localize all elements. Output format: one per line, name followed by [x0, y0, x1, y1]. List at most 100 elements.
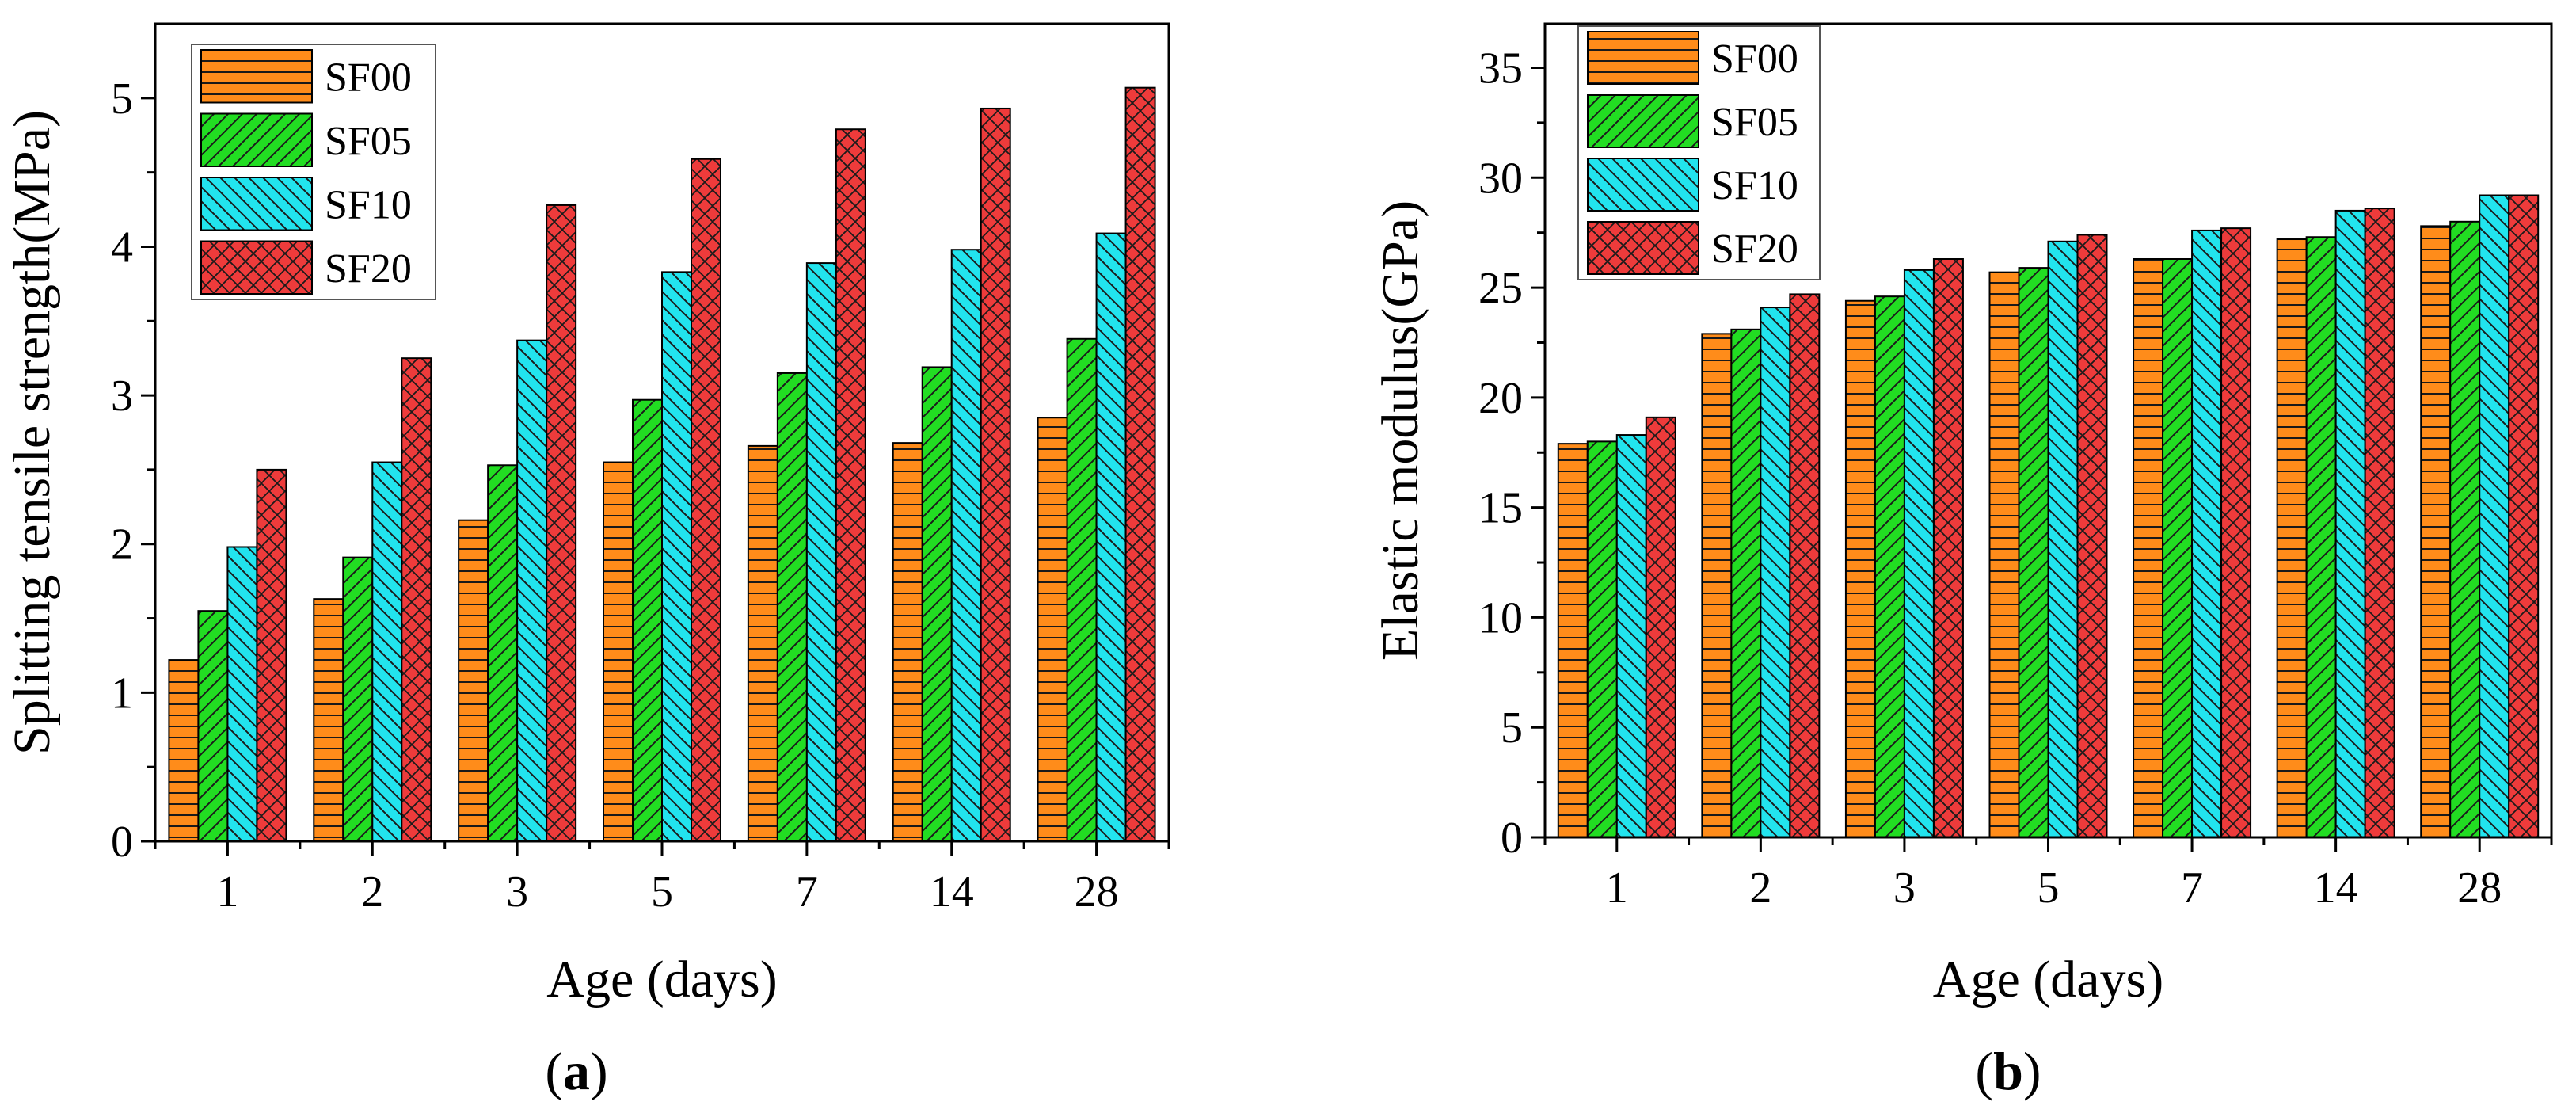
bar-sf05-day-2	[1730, 328, 1762, 838]
bar-sf05-day-28	[1066, 337, 1098, 843]
bar-sf05-day-28	[2449, 220, 2481, 839]
bar-sf00-day-3	[1844, 299, 1876, 839]
bar-sf00-day-28	[2420, 225, 2452, 838]
bar-sf00-day-28	[1037, 417, 1068, 842]
bar-sf00-day-5	[603, 461, 634, 842]
y-axis-title: Splitting tensile strength(MPa)	[3, 110, 61, 755]
y-tick-label: 5	[1501, 703, 1523, 753]
legend-swatch-sf05	[200, 112, 313, 167]
bar-sf05-day-5	[632, 398, 663, 843]
legend-swatch-sf20	[200, 240, 313, 295]
legend-label-sf05: SF05	[1711, 100, 1798, 145]
x-tick-label: 3	[506, 867, 528, 917]
bar-sf00-day-14	[2276, 238, 2308, 838]
x-tick-label: 7	[796, 867, 818, 917]
bar-sf00-day-5	[1988, 271, 2020, 838]
y-tick-label: 0	[1501, 814, 1523, 863]
bar-sf10-day-28	[1095, 232, 1127, 842]
bar-sf20-day-3	[546, 204, 577, 842]
x-tick-label: 28	[1075, 867, 1119, 917]
bar-sf05-day-5	[2018, 267, 2049, 839]
chart-panel-a: 0 1 2 3 4 5 1 2 3 5 7 14 28 Age (days) Splitting tensi…	[3, 22, 1170, 1101]
y-tick-label: 10	[1478, 593, 1523, 642]
y-axis-title: Elastic modulus(GPa)	[1372, 200, 1429, 661]
panel-label: (a)	[545, 1041, 607, 1101]
legend-label-sf10: SF10	[1711, 163, 1798, 208]
bar-sf20-day-1	[256, 468, 287, 843]
bar-sf20-day-14	[980, 107, 1011, 843]
x-tick-label: 5	[651, 867, 673, 917]
bar-sf20-day-7	[835, 128, 866, 843]
bar-sf10-day-2	[371, 461, 403, 842]
bar-sf05-day-14	[2305, 236, 2337, 838]
bar-sf05-day-1	[197, 610, 229, 842]
x-tick-label: 1	[216, 867, 238, 917]
y-tick-label: 20	[1478, 374, 1523, 423]
bar-sf20-day-14	[2364, 208, 2395, 839]
x-tick-label: 14	[2314, 863, 2358, 913]
panel-label: (b)	[1975, 1041, 2041, 1101]
legend-label-sf00: SF00	[325, 55, 412, 100]
bar-sf10-day-14	[950, 249, 982, 842]
bar-sf00-day-2	[313, 598, 344, 842]
x-tick-label: 1	[1606, 863, 1628, 913]
bar-sf20-day-5	[2076, 234, 2108, 839]
bar-sf10-day-28	[2479, 194, 2510, 839]
x-tick-label: 28	[2457, 863, 2502, 913]
x-tick-label: 3	[1893, 863, 1916, 913]
y-tick-label: 3	[111, 372, 133, 421]
bar-sf10-day-1	[226, 546, 258, 842]
bar-sf10-day-5	[2047, 240, 2079, 839]
bar-sf10-day-14	[2334, 209, 2366, 838]
bar-sf10-day-5	[661, 271, 692, 842]
x-tick-label: 14	[930, 867, 974, 917]
legend-swatch-sf20	[1587, 221, 1699, 275]
y-tick-label: 35	[1478, 44, 1523, 93]
bar-sf20-day-7	[2220, 227, 2252, 839]
legend-swatch-sf10	[1587, 158, 1699, 212]
legend-swatch-sf10	[200, 177, 313, 231]
x-tick-label: 2	[361, 867, 383, 917]
bar-sf05-day-3	[487, 464, 519, 843]
bar-sf20-day-5	[691, 158, 721, 842]
y-tick-label: 30	[1478, 154, 1523, 203]
x-tick-label: 5	[2038, 863, 2060, 913]
bar-sf20-day-2	[401, 357, 432, 842]
bar-sf00-day-1	[168, 659, 200, 842]
legend-label-sf00: SF00	[1711, 36, 1798, 82]
y-tick-label: 25	[1478, 264, 1523, 313]
bar-sf00-day-1	[1557, 443, 1589, 838]
y-tick-label: 4	[111, 223, 133, 272]
bar-sf20-day-3	[1932, 257, 1964, 838]
x-axis-title: Age (days)	[1933, 951, 2163, 1008]
bar-sf00-day-3	[458, 519, 489, 842]
y-tick-label: 5	[111, 74, 133, 124]
legend-label-sf20: SF20	[1711, 227, 1798, 272]
bar-sf05-day-7	[2162, 257, 2194, 838]
bar-sf20-day-2	[1789, 293, 1821, 839]
bar-sf20-day-1	[1645, 416, 1676, 838]
y-tick-label: 1	[111, 669, 133, 718]
bar-sf05-day-2	[342, 556, 374, 843]
bar-sf00-day-14	[892, 442, 923, 842]
bar-sf10-day-1	[1615, 434, 1647, 838]
bar-sf05-day-3	[1874, 295, 1905, 838]
bar-sf10-day-3	[516, 339, 548, 842]
bar-sf10-day-7	[805, 262, 837, 842]
legend-swatch-sf00	[200, 49, 313, 104]
bar-sf10-day-3	[1903, 269, 1935, 838]
bar-sf20-day-28	[1124, 86, 1156, 842]
bar-sf05-day-7	[776, 372, 808, 843]
x-axis-title: Age (days)	[546, 951, 777, 1008]
bar-sf00-day-7	[2133, 257, 2164, 838]
bar-sf20-day-28	[2508, 194, 2540, 839]
bar-sf00-day-2	[1701, 333, 1733, 838]
bar-sf00-day-7	[747, 444, 778, 842]
legend-label-sf20: SF20	[325, 246, 412, 292]
x-tick-label: 2	[1749, 863, 1771, 913]
legend-label-sf10: SF10	[325, 182, 412, 227]
legend-swatch-sf00	[1587, 31, 1699, 85]
legend-swatch-sf05	[1587, 94, 1699, 148]
